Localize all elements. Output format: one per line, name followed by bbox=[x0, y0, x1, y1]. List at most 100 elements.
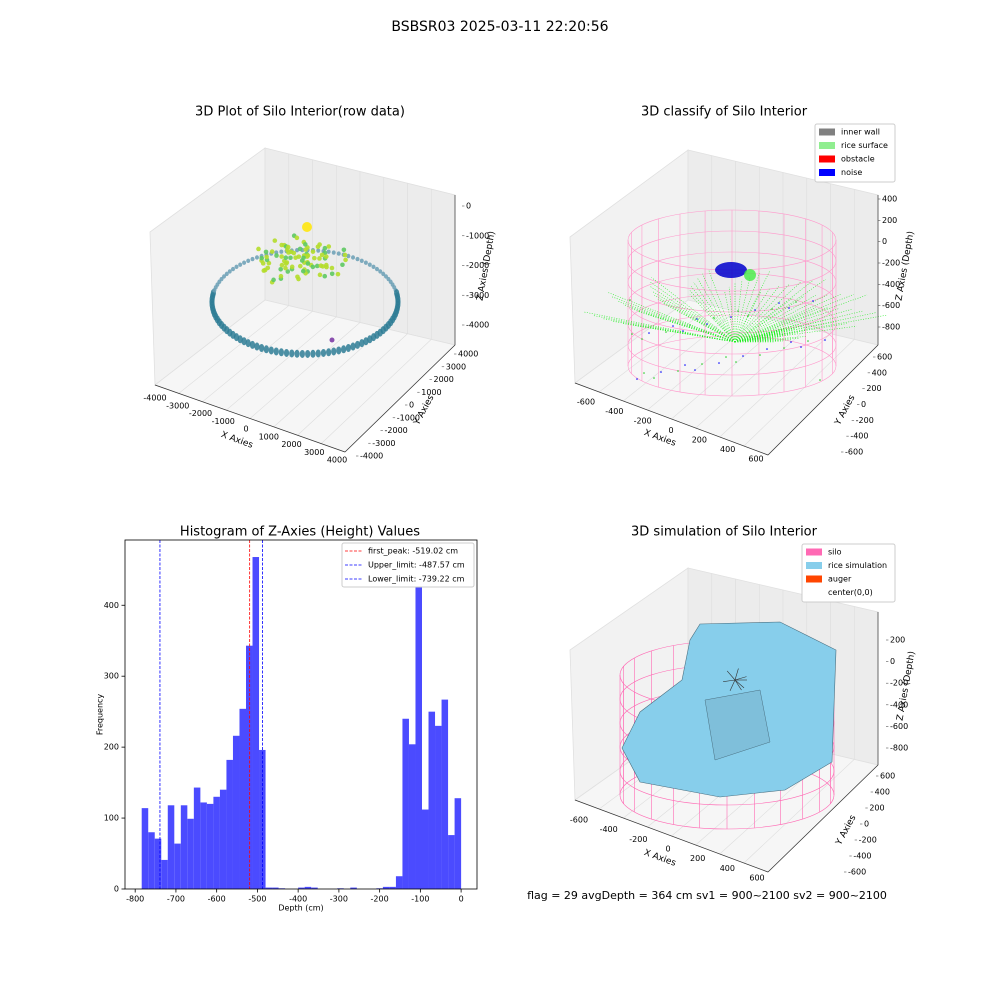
bar bbox=[239, 708, 246, 889]
point bbox=[279, 254, 284, 259]
legend-label: noise bbox=[841, 168, 862, 177]
noise-point bbox=[684, 364, 686, 366]
x-tick-label: -100 bbox=[411, 895, 429, 904]
x-axis-line bbox=[574, 799, 769, 873]
rice-surface bbox=[654, 294, 736, 343]
z-tick-label: 200 bbox=[890, 636, 905, 645]
point bbox=[359, 258, 364, 264]
rice-surface bbox=[584, 311, 736, 343]
noise-point bbox=[742, 355, 744, 357]
z-tick-label: 0 bbox=[466, 202, 471, 211]
legend-label: center(0,0) bbox=[828, 588, 873, 597]
noise-point bbox=[812, 300, 814, 302]
z-tick-label: -200 bbox=[882, 259, 900, 268]
auger bbox=[734, 679, 745, 689]
point bbox=[305, 261, 311, 266]
y-tick-label: 200 bbox=[866, 384, 881, 393]
bar bbox=[382, 886, 390, 889]
noise-point bbox=[730, 316, 732, 318]
bar bbox=[187, 818, 194, 889]
point bbox=[319, 252, 325, 258]
x-tick-label: 0 bbox=[665, 845, 670, 854]
point bbox=[315, 244, 321, 250]
rice-surface bbox=[734, 273, 760, 343]
point bbox=[297, 246, 303, 252]
point bbox=[222, 274, 227, 279]
rice-surface bbox=[702, 273, 736, 343]
x-tick-label: -600 bbox=[208, 895, 226, 904]
y-tick-label: 600 bbox=[880, 772, 895, 781]
bar bbox=[141, 808, 149, 889]
point bbox=[363, 260, 368, 265]
point bbox=[238, 262, 243, 267]
z-tick-label: -600 bbox=[890, 722, 908, 731]
point bbox=[231, 266, 236, 272]
grid-line bbox=[719, 333, 831, 438]
point bbox=[279, 262, 285, 268]
x-tick-label: -500 bbox=[248, 895, 266, 904]
point bbox=[323, 254, 329, 259]
point bbox=[305, 349, 311, 358]
legend-patch bbox=[806, 562, 822, 569]
rice-surface bbox=[734, 330, 789, 343]
noise-point bbox=[735, 361, 737, 363]
rice-surface bbox=[689, 294, 736, 343]
point bbox=[294, 349, 300, 358]
grid-line bbox=[321, 339, 432, 444]
y-axis-line bbox=[344, 344, 456, 453]
grid-line bbox=[226, 316, 337, 411]
point bbox=[342, 252, 348, 258]
noise-point bbox=[660, 371, 662, 373]
y-tick-label: -3000 bbox=[372, 439, 395, 448]
point bbox=[258, 343, 265, 352]
bar bbox=[408, 744, 416, 889]
point bbox=[299, 349, 305, 358]
rice-surface bbox=[734, 337, 763, 343]
bar bbox=[304, 886, 312, 889]
point bbox=[254, 255, 259, 260]
legend-patch bbox=[819, 169, 835, 176]
rice-surface bbox=[728, 286, 736, 343]
y-tick-label: 4000 bbox=[458, 350, 478, 359]
point bbox=[254, 342, 260, 351]
point bbox=[219, 276, 224, 282]
point bbox=[283, 261, 289, 266]
auger bbox=[729, 679, 736, 692]
point bbox=[272, 238, 278, 243]
noise-point bbox=[790, 341, 792, 343]
z-tick-label: -2000 bbox=[466, 261, 489, 270]
chart-title: 3D classify of Silo Interior bbox=[641, 105, 808, 120]
noise-point bbox=[778, 302, 780, 304]
point bbox=[224, 271, 229, 277]
point bbox=[259, 255, 265, 261]
noise-point bbox=[737, 310, 739, 312]
point bbox=[263, 249, 269, 255]
point bbox=[395, 295, 401, 304]
point bbox=[367, 262, 372, 267]
chart-title: Histogram of Z-Axies (Height) Values bbox=[180, 525, 420, 540]
x-tick-label: 1000 bbox=[259, 432, 279, 441]
y-tick-label: 400 bbox=[104, 601, 119, 610]
bar bbox=[441, 699, 449, 889]
rice-surface bbox=[611, 296, 736, 343]
z-tick-label: -400 bbox=[890, 700, 908, 709]
y-tick-label: 0 bbox=[114, 885, 119, 894]
z-tick-label: -3000 bbox=[466, 291, 489, 300]
point bbox=[304, 254, 310, 259]
y-tick-label: -2000 bbox=[385, 426, 408, 435]
noise-point bbox=[795, 301, 797, 303]
noise-point bbox=[783, 347, 785, 349]
grid-line bbox=[743, 759, 855, 864]
grid-line bbox=[598, 305, 712, 393]
point bbox=[345, 343, 352, 352]
legend-patch bbox=[819, 155, 835, 163]
z-tick-label: 0 bbox=[890, 657, 895, 666]
point bbox=[294, 235, 300, 241]
point bbox=[274, 253, 279, 258]
x-tick-label: -1000 bbox=[212, 417, 235, 426]
grid-line bbox=[695, 327, 807, 429]
rice-surface bbox=[734, 307, 816, 343]
x-tick-label: 3000 bbox=[304, 448, 324, 457]
rice-surface bbox=[734, 294, 816, 343]
point bbox=[329, 337, 335, 343]
